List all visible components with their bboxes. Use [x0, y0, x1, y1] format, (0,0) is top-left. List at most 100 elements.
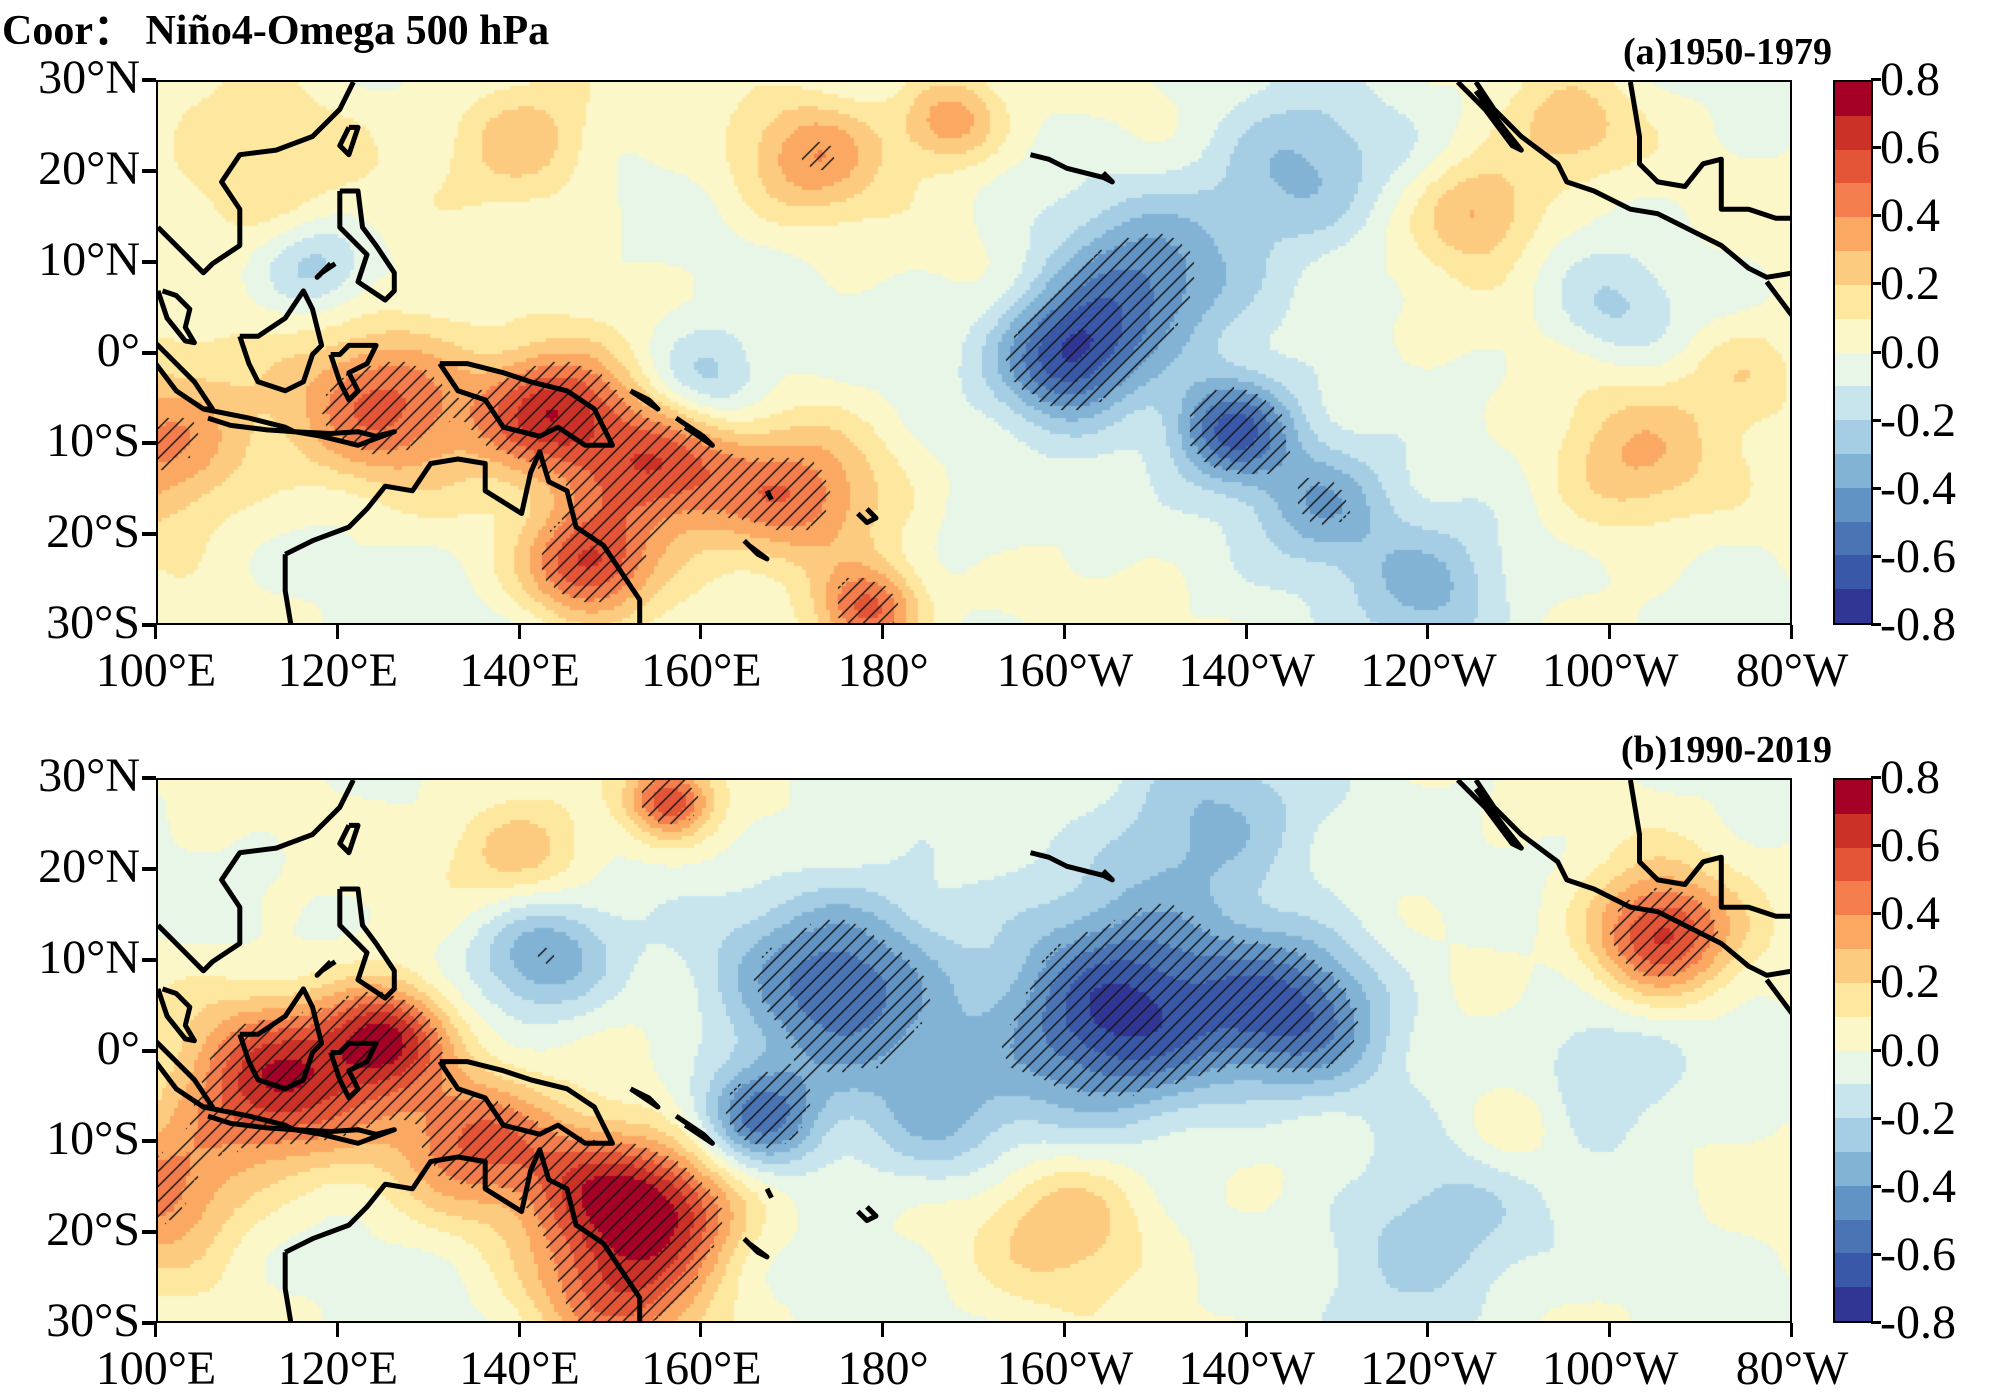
colorbar-segment	[1835, 1118, 1871, 1152]
x-tick-label: 80°W	[1735, 644, 1849, 697]
colorbar-segment	[1835, 318, 1871, 353]
x-tick-label: 160°E	[641, 1342, 762, 1395]
colorbar-segment	[1835, 847, 1871, 882]
colorbar-segment	[1835, 453, 1871, 488]
x-tick-label: 160°W	[996, 1342, 1134, 1395]
colorbar-segment	[1835, 386, 1871, 421]
x-tick-mark	[1608, 625, 1612, 639]
colorbar-tick-mark	[1871, 844, 1881, 848]
y-tick-mark	[142, 1321, 156, 1325]
colorbar-tick-label: 0.4	[1880, 887, 1940, 941]
colorbar-segment	[1835, 82, 1871, 116]
coastline	[629, 388, 661, 412]
coastline	[674, 1114, 715, 1146]
x-tick-mark	[1608, 1323, 1612, 1337]
coastline	[314, 959, 337, 978]
y-tick-mark	[142, 441, 156, 446]
y-tick-label: 10°S	[46, 1112, 140, 1166]
colorbar-segment	[1835, 217, 1871, 252]
colorbar-tick-mark	[1871, 623, 1881, 626]
colorbar-segment	[1835, 555, 1871, 590]
coastline	[293, 429, 397, 448]
colorbar-segment	[1835, 780, 1871, 814]
colorbar-tick-label: -0.2	[1880, 393, 1956, 447]
colorbar-segment	[1835, 420, 1871, 454]
y-tick-mark	[142, 623, 156, 627]
colorbar-tick-mark	[1871, 214, 1881, 218]
colorbar-tick-mark	[1871, 418, 1881, 422]
colorbar-tick-mark	[1871, 1321, 1881, 1324]
colorbar-tick-label: -0.6	[1880, 1227, 1956, 1281]
correlation-field	[158, 82, 1790, 623]
colorbar-segment	[1835, 1253, 1871, 1288]
x-tick-label: 140°E	[459, 644, 580, 697]
coastline	[856, 507, 879, 525]
coastline	[1473, 780, 1790, 978]
y-tick-mark	[142, 78, 156, 82]
coastline	[1455, 82, 1524, 153]
coastline	[1029, 152, 1115, 185]
colorbar-segment	[1835, 183, 1871, 218]
colorbar-tick-mark	[1871, 912, 1881, 916]
y-tick-label: 10°S	[46, 414, 140, 468]
coastlines	[158, 82, 1790, 623]
coastline	[337, 188, 397, 303]
x-tick-mark	[154, 625, 157, 639]
coastline	[742, 538, 770, 562]
coastline	[1627, 780, 1790, 919]
colorbar	[1833, 80, 1873, 625]
colorbar-segment	[1835, 487, 1871, 522]
colorbar-tick-mark	[1871, 146, 1881, 150]
x-tick-label: 120°W	[1360, 644, 1497, 697]
colorbar-tick-label: 0.0	[1880, 1023, 1940, 1077]
coastline	[158, 82, 356, 276]
y-tick-label: 20°S	[46, 505, 140, 559]
colorbar-segment	[1835, 284, 1871, 319]
x-tick-mark	[1426, 625, 1430, 639]
coastline	[158, 780, 356, 974]
y-tick-mark	[142, 776, 156, 780]
colorbar-segment	[1835, 1219, 1871, 1254]
coastline	[328, 1040, 379, 1101]
coastline	[674, 416, 715, 448]
y-tick-mark	[142, 350, 156, 355]
y-tick-label: 0°	[96, 323, 140, 377]
coastline	[1627, 82, 1790, 221]
colorbar-segment	[1835, 521, 1871, 556]
coastline	[328, 342, 379, 403]
x-tick-mark	[517, 1323, 521, 1337]
colorbar-segment	[1835, 1084, 1871, 1119]
coastline	[337, 124, 361, 158]
colorbar-segment	[1835, 949, 1871, 983]
y-tick-mark	[142, 1230, 156, 1235]
x-tick-label: 120°W	[1360, 1342, 1497, 1395]
x-tick-mark	[1062, 1323, 1066, 1337]
coastline	[282, 1252, 294, 1321]
colorbar-tick-mark	[1871, 1252, 1881, 1256]
map-panel-a	[156, 80, 1792, 625]
colorbar-segment	[1835, 1151, 1871, 1186]
colorbar-tick-label: -0.4	[1880, 1159, 1956, 1213]
colorbar-tick-label: -0.2	[1880, 1091, 1956, 1145]
x-tick-mark	[154, 1323, 157, 1337]
y-tick-mark	[142, 957, 156, 962]
colorbar-tick-mark	[1871, 486, 1881, 490]
x-tick-mark	[1426, 1323, 1430, 1337]
colorbar-tick-mark	[1871, 776, 1881, 779]
correlation-field	[158, 780, 1790, 1321]
coastline	[1455, 780, 1524, 851]
colorbar-tick-mark	[1871, 350, 1881, 354]
coastline	[282, 554, 294, 623]
x-tick-mark	[1790, 625, 1793, 639]
colorbar-tick-mark	[1871, 78, 1881, 81]
x-tick-label: 160°W	[996, 644, 1134, 697]
coastline	[158, 288, 197, 346]
colorbar-tick-label: 0.8	[1880, 751, 1940, 804]
coastline	[1029, 850, 1115, 883]
x-tick-label: 100°W	[1541, 1342, 1679, 1395]
x-tick-mark	[335, 1323, 339, 1337]
y-tick-label: 20°S	[46, 1203, 140, 1257]
colorbar-segment	[1835, 982, 1871, 1017]
x-tick-mark	[881, 1323, 885, 1337]
y-tick-label: 0°	[96, 1021, 140, 1075]
